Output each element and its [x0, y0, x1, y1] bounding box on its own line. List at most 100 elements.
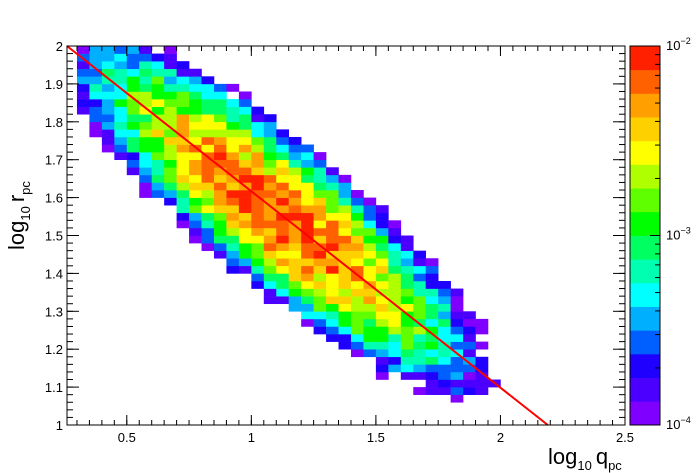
heatmap-cell	[338, 227, 352, 236]
heatmap-cell	[139, 83, 152, 92]
colorbar-segment	[630, 306, 660, 331]
heatmap-cell	[413, 303, 427, 312]
heatmap-cell	[263, 167, 277, 176]
heatmap-cell	[164, 121, 177, 130]
heatmap-cell	[326, 318, 339, 327]
heatmap-cell	[363, 296, 377, 305]
heatmap-cell	[338, 341, 352, 350]
heatmap-cell	[400, 303, 414, 312]
heatmap-cell	[350, 303, 364, 312]
heatmap-cell	[375, 311, 389, 320]
heatmap-cell	[288, 227, 302, 236]
heatmap-cell	[313, 258, 327, 267]
heatmap-cell	[301, 258, 314, 267]
heatmap-cell	[164, 53, 177, 62]
heatmap-cell	[126, 99, 140, 107]
heatmap-cell	[76, 83, 90, 92]
heatmap-cell	[276, 235, 290, 244]
heatmap-cell	[189, 212, 202, 221]
heatmap-cell	[238, 136, 252, 145]
heatmap-cell	[350, 280, 364, 289]
heatmap-cell	[251, 235, 265, 244]
heatmap-cell	[363, 273, 377, 282]
heatmap-cell	[313, 311, 327, 320]
heatmap-cell	[201, 121, 215, 130]
heatmap-cell	[350, 311, 364, 320]
heatmap-cell	[413, 364, 427, 373]
heatmap-cell	[76, 68, 90, 77]
heatmap-cell	[213, 99, 227, 107]
heatmap-cell	[288, 250, 302, 259]
heatmap-cell	[114, 91, 128, 100]
heatmap-cell	[263, 235, 277, 244]
heatmap-cell	[176, 144, 190, 153]
heatmap-cell	[450, 356, 464, 365]
heatmap-cell	[276, 220, 290, 229]
heatmap-cell	[89, 121, 103, 130]
heatmap-cell	[263, 136, 277, 145]
heatmap-cell	[388, 311, 402, 320]
heatmap-cell	[176, 114, 190, 123]
heatmap-cell	[201, 235, 215, 244]
heatmap-cell	[288, 152, 302, 160]
heatmap-cell	[450, 288, 464, 297]
heatmap-cell	[238, 235, 252, 244]
heatmap-cell	[450, 364, 464, 373]
heatmap-cell	[263, 121, 277, 130]
heatmap-cell	[263, 250, 277, 259]
heatmap-cell	[176, 174, 190, 183]
heatmap-cell	[226, 227, 240, 236]
heatmap-cell	[375, 250, 389, 259]
heatmap-cell	[213, 129, 227, 138]
heatmap-cell	[226, 205, 240, 214]
heatmap-cell	[139, 114, 152, 123]
heatmap-cell	[189, 76, 202, 85]
heatmap-cell	[151, 182, 165, 191]
heatmap-cell	[226, 152, 240, 160]
heatmap-cell	[288, 144, 302, 153]
heatmap-cell	[276, 265, 290, 274]
heatmap-cell	[363, 243, 377, 251]
heatmap-cell	[139, 182, 152, 191]
heatmap-cell	[388, 318, 402, 327]
colorbar-segment	[630, 235, 660, 260]
heatmap-cell	[139, 129, 152, 138]
heatmap-cell	[176, 91, 190, 100]
heatmap-cell	[151, 106, 165, 115]
heatmap-cell	[463, 364, 476, 373]
y-tick-label: 1.5	[45, 229, 63, 244]
heatmap-cell	[251, 144, 265, 153]
heatmap-cell	[276, 227, 290, 236]
heatmap-cell	[226, 212, 240, 221]
heatmap-cell	[251, 243, 265, 251]
heatmap-cell	[301, 280, 314, 289]
heatmap-cell	[164, 174, 177, 183]
heatmap-cell	[76, 61, 90, 70]
heatmap-cell	[126, 167, 140, 176]
heatmap-cell	[213, 144, 227, 153]
heatmap-cell	[301, 220, 314, 229]
heatmap-cell	[76, 76, 90, 85]
heatmap-cell	[238, 205, 252, 214]
heatmap-cell	[263, 159, 277, 168]
heatmap-cell	[164, 136, 177, 145]
heatmap-cell	[226, 159, 240, 168]
heatmap-cell	[363, 227, 377, 236]
heatmap-cell	[164, 197, 177, 206]
heatmap-cell	[263, 114, 277, 123]
heatmap-cell	[301, 296, 314, 305]
heatmap-cell	[425, 303, 439, 312]
heatmap-cell	[276, 250, 290, 259]
colorbar-segment	[630, 211, 660, 236]
heatmap-cell	[189, 91, 202, 100]
heatmap-cell	[363, 205, 377, 214]
heatmap-cell	[450, 371, 464, 380]
heatmap-cell	[89, 114, 103, 123]
heatmap-cell	[363, 326, 377, 335]
heatmap-cell	[413, 356, 427, 365]
heatmap-cell	[226, 83, 240, 92]
heatmap-cell	[114, 68, 128, 77]
heatmap-cell	[338, 311, 352, 320]
heatmap-cell	[450, 326, 464, 335]
heatmap-cell	[388, 341, 402, 350]
